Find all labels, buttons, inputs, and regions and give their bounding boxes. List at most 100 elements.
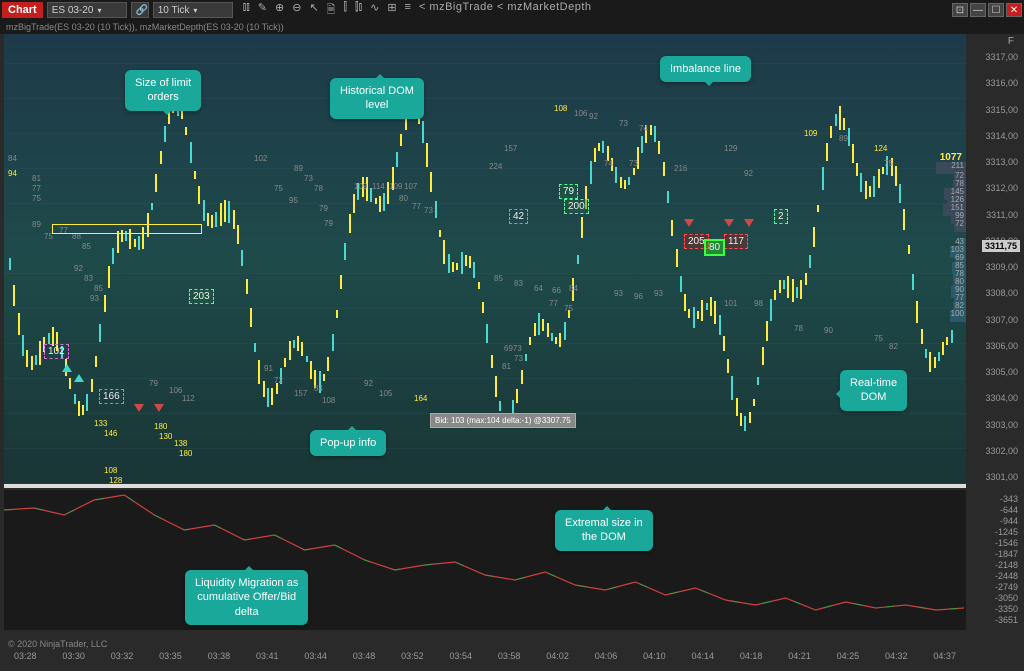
candle: [99, 324, 101, 342]
price-tick: 3309,00: [985, 262, 1018, 272]
price-tick: 3312,00: [985, 183, 1018, 193]
candle: [465, 255, 467, 265]
extremal-bar: [4, 484, 966, 488]
candle: [620, 177, 622, 188]
cursor-icon[interactable]: ↖: [309, 1, 318, 20]
candle: [590, 161, 592, 185]
candle: [564, 322, 566, 340]
size-marker: 96: [634, 292, 643, 301]
candle: [577, 255, 579, 264]
grid-icon[interactable]: ⊞: [387, 1, 396, 20]
candle: [91, 379, 93, 392]
candle: [22, 335, 24, 356]
time-tick: 03:41: [256, 651, 279, 667]
candle: [194, 171, 196, 179]
candle: [865, 181, 867, 199]
time-tick: 03:35: [159, 651, 182, 667]
delta-panel[interactable]: [4, 490, 966, 630]
draw-icon[interactable]: ✎: [258, 1, 267, 20]
ind2-icon[interactable]: ⫿⫾: [355, 1, 362, 20]
candle: [925, 349, 927, 358]
size-marker: 73: [629, 159, 638, 168]
candle: [899, 184, 901, 203]
maximize-button[interactable]: ☐: [988, 3, 1004, 17]
candle: [615, 167, 617, 183]
candle: [69, 378, 71, 389]
candle: [39, 341, 41, 365]
time-tick: 03:32: [111, 651, 134, 667]
chart-badge: Chart: [2, 2, 43, 18]
candle: [473, 262, 475, 278]
candle: [516, 389, 518, 402]
candle: [916, 301, 918, 323]
size-marker: 75: [874, 334, 883, 343]
candle: [581, 217, 583, 238]
candle: [542, 319, 544, 330]
resolution-dropdown[interactable]: 10 Tick▾: [153, 2, 233, 18]
titlebar: Chart ES 03-20▾ 🔗 10 Tick▾ ⫾⫾ ✎ ⊕ ⊖ ↖ 🗎 …: [0, 0, 1024, 20]
candle: [676, 249, 678, 267]
candle: [155, 174, 157, 193]
candle: [770, 299, 772, 321]
link-dropdown[interactable]: 🔗: [131, 2, 149, 18]
signal-triangle: [744, 219, 754, 227]
size-marker: 74: [639, 124, 648, 133]
candle: [284, 358, 286, 367]
wave-icon[interactable]: ∿: [370, 1, 379, 20]
candles-icon[interactable]: ⫾⫾: [243, 1, 250, 20]
candle: [822, 167, 824, 190]
candle: [559, 333, 561, 347]
candle: [714, 301, 716, 325]
candle: [551, 333, 553, 341]
size-marker: 109: [804, 129, 817, 138]
zoomin-icon[interactable]: ⊕: [275, 1, 284, 20]
candle: [456, 263, 458, 270]
size-marker: 84: [8, 154, 17, 163]
delta-tick: -2448: [995, 571, 1018, 581]
price-tick: 3304,00: [985, 393, 1018, 403]
size-marker: 73: [619, 119, 628, 128]
candle: [31, 356, 33, 371]
candle: [740, 413, 742, 426]
volume-box: 200: [564, 199, 589, 214]
candle: [830, 126, 832, 138]
candle: [422, 121, 424, 143]
data-icon[interactable]: 🗎: [327, 1, 336, 20]
size-marker: 64: [534, 284, 543, 293]
delta-tick: -2148: [995, 560, 1018, 570]
candle: [426, 143, 428, 166]
candle: [757, 377, 759, 385]
candle: [190, 142, 192, 164]
candle: [749, 412, 751, 424]
size-marker: 93: [90, 294, 99, 303]
size-marker: 112: [182, 394, 195, 403]
candle: [598, 143, 600, 151]
volume-box: 80: [704, 239, 725, 256]
minimize-button[interactable]: —: [970, 3, 986, 17]
axis-title: F: [1008, 36, 1014, 47]
volume-box: 102: [44, 344, 69, 359]
price-axis[interactable]: F 3317,003316,003315,003314,003313,00331…: [968, 34, 1020, 484]
size-marker: 94: [8, 169, 17, 178]
pin-button[interactable]: ⊡: [952, 3, 968, 17]
list-icon[interactable]: ≡: [405, 1, 411, 20]
candle: [228, 201, 230, 223]
ind1-icon[interactable]: ⫿: [344, 1, 348, 20]
size-marker: 85: [94, 284, 103, 293]
instrument-dropdown[interactable]: ES 03-20▾: [47, 2, 127, 18]
delta-tick: -944: [1000, 516, 1018, 526]
zoomout-icon[interactable]: ⊖: [292, 1, 301, 20]
size-marker: 180: [154, 422, 167, 431]
candle: [396, 152, 398, 166]
instrument-label: ES 03-20: [52, 5, 94, 16]
close-button[interactable]: ✕: [1006, 3, 1022, 17]
volume-box: 2: [774, 209, 788, 224]
size-marker: 92: [589, 112, 598, 121]
indicators-label[interactable]: < mzBigTrade < mzMarketDepth: [419, 1, 592, 20]
candle: [332, 334, 334, 351]
candle: [26, 350, 28, 367]
time-tick: 04:37: [933, 651, 956, 667]
candle: [482, 302, 484, 313]
candle: [35, 355, 37, 365]
size-marker: 89: [294, 164, 303, 173]
